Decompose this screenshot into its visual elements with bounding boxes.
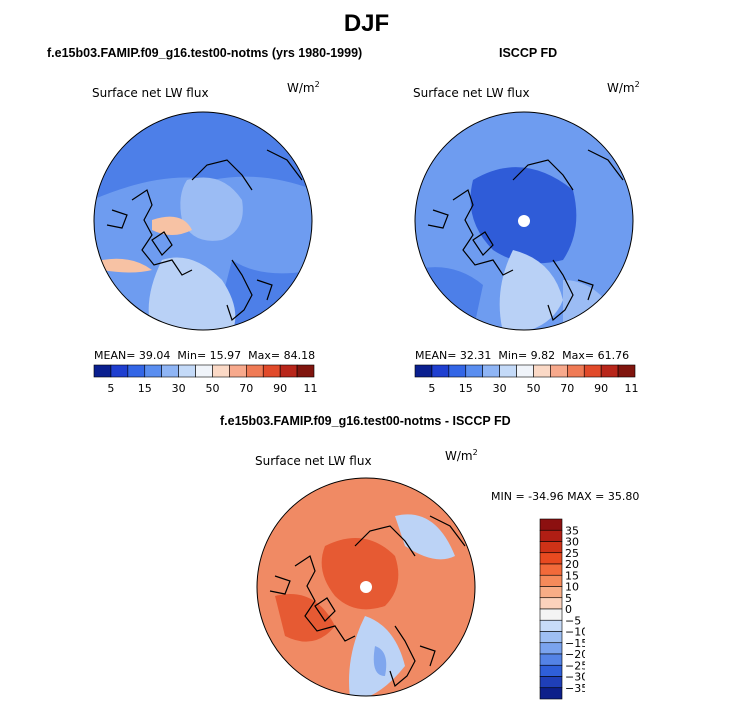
panel3-colorbar-swatch	[539, 619, 563, 632]
panel2-colorbar-tick-label: 5	[428, 382, 435, 395]
panel1-field-label: Surface net LW flux	[92, 86, 209, 100]
panel3-colorbar-swatch	[539, 541, 563, 554]
panel2-colorbar-swatch	[533, 364, 551, 378]
panel3-colorbar-swatch	[539, 608, 563, 621]
panel3-colorbar-swatch	[539, 597, 563, 610]
figure-title: DJF	[343, 10, 390, 37]
panel1-colorbar-swatch	[178, 364, 196, 378]
panel1-colorbar-swatch	[161, 364, 179, 378]
pole-gap-marker	[360, 581, 372, 593]
panel2-colorbar-swatch	[499, 364, 517, 378]
panel3-colorbar-swatch	[539, 676, 563, 689]
panel1-colorbar-swatch	[110, 364, 129, 378]
panel1-stats: MEAN= 39.04 Min= 15.97 Max= 84.18	[94, 349, 316, 362]
panel2-colorbar-tick-label: 70	[560, 382, 574, 395]
panel3-colorbar-tick-label: −10	[565, 626, 585, 639]
panel2-colorbar-swatch	[465, 364, 483, 378]
panel3-colorbar-swatch	[539, 586, 563, 599]
panel3-colorbar-swatch	[539, 642, 563, 655]
panel1-colorbar-tick-label: 5	[107, 382, 114, 395]
panel3-colorbar-tick-label: 0	[565, 603, 572, 616]
panel1-colorbar-swatch	[195, 364, 213, 378]
panel2-colorbar-swatch	[482, 364, 500, 378]
panel3-minmax: MIN = -34.96 MAX = 35.80	[491, 490, 640, 503]
panel1-colorbar-tick-label: 15	[138, 382, 152, 395]
panel3-colorbar-tick-label: 25	[565, 547, 579, 560]
panel1-colorbar-tick-label: 70	[239, 382, 253, 395]
panel1-units: W/m2	[287, 80, 320, 95]
panel3-colorbar-swatch	[539, 687, 563, 700]
panel3-colorbar-tick-label: −20	[565, 648, 585, 661]
panel2-colorbar-swatch	[448, 364, 467, 378]
panel2-colorbar: 51530507090110130	[414, 364, 640, 395]
panel3-colorbar-tick-label: 30	[565, 536, 579, 549]
panel1-colorbar-swatch	[279, 364, 298, 378]
panel1-colorbar-swatch	[262, 364, 281, 378]
panel2-case-label: ISCCP FD	[499, 46, 558, 60]
panel1-colorbar-tick-label: 30	[172, 382, 186, 395]
panel2-colorbar-swatch	[414, 364, 433, 378]
panel3-colorbar-tick-label: −25	[565, 659, 585, 672]
panel3-colorbar-swatch	[539, 552, 563, 565]
panel1-colorbar-swatch	[93, 364, 112, 378]
panel1-colorbar-swatch	[212, 364, 230, 378]
panel3-colorbar-swatch	[539, 529, 563, 542]
panel3-colorbar-tick-label: 20	[565, 558, 579, 571]
panel2-colorbar-swatch	[516, 364, 534, 378]
panel2-colorbar-swatch	[550, 364, 568, 378]
panel2-field-label: Surface net LW flux	[413, 86, 530, 100]
panel2-colorbar-tick-label: 110	[625, 382, 640, 395]
panel2-colorbar-tick-label: 15	[459, 382, 473, 395]
panel2-colorbar-swatch	[431, 364, 450, 378]
pole-gap-marker	[518, 215, 530, 227]
panel3-colorbar-swatch	[539, 631, 563, 644]
panel2-colorbar-swatch	[600, 364, 619, 378]
panel3-colorbar-tick-label: 15	[565, 569, 579, 582]
panel3-colorbar-tick-label: −15	[565, 637, 585, 650]
panel1-colorbar: 51530507090110130	[93, 364, 319, 395]
panel3-colorbar-tick-label: −5	[565, 614, 581, 627]
panel3-field-label: Surface net LW flux	[255, 454, 372, 468]
panel1-polar-map	[93, 111, 313, 331]
panel2-polar-map	[414, 111, 634, 331]
panel3-colorbar-swatch	[539, 574, 563, 587]
panel2-stats: MEAN= 32.31 Min= 9.82 Max= 61.76	[415, 349, 630, 362]
panel3-colorbar-tick-label: −35	[565, 682, 585, 695]
panel1-colorbar-tick-label: 90	[273, 382, 287, 395]
panel3-colorbar-swatch	[539, 563, 563, 576]
panel1-colorbar-tick-label: 110	[304, 382, 319, 395]
panel1-colorbar-swatch	[246, 364, 264, 378]
panel2-colorbar-swatch	[583, 364, 602, 378]
panel3-colorbar-tick-label: 5	[565, 592, 572, 605]
panel3-colorbar-swatch	[539, 664, 563, 677]
panel3-colorbar-swatch	[539, 653, 563, 666]
panel3-colorbar-tick-label: −30	[565, 671, 585, 684]
panel2-colorbar-tick-label: 90	[594, 382, 608, 395]
panel3-case-label: f.e15b03.FAMIP.f09_g16.test00-notms - IS…	[220, 414, 511, 428]
panel1-colorbar-swatch	[296, 364, 315, 378]
panel1-colorbar-swatch	[229, 364, 247, 378]
panel3-colorbar-swatch	[539, 518, 563, 531]
panel1-colorbar-tick-label: 50	[205, 382, 219, 395]
panel3-colorbar-tick-label: 10	[565, 581, 579, 594]
panel3-polar-map	[256, 477, 476, 697]
panel3-colorbar-tick-label: 35	[565, 524, 579, 537]
panel2-units: W/m2	[607, 80, 640, 95]
panel1-colorbar-swatch	[144, 364, 162, 378]
panel2-colorbar-tick-label: 30	[493, 382, 507, 395]
panel1-colorbar-swatch	[127, 364, 146, 378]
panel2-colorbar-swatch	[567, 364, 585, 378]
panel3-units: W/m2	[445, 448, 478, 463]
panel2-colorbar-swatch	[617, 364, 636, 378]
panel2-colorbar-tick-label: 50	[526, 382, 540, 395]
panel1-case-label: f.e15b03.FAMIP.f09_g16.test00-notms (yrs…	[47, 46, 363, 60]
